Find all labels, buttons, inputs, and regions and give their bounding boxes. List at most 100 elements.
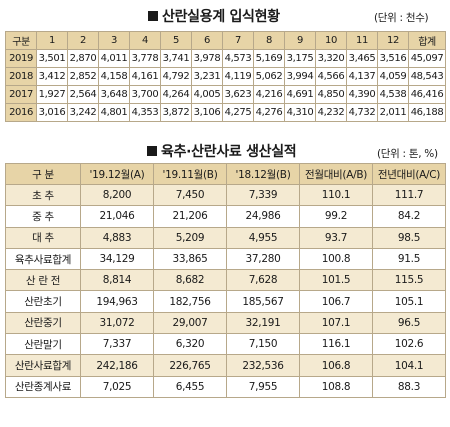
table-row: 2016 3,016 3,242 4,801 4,353 3,872 3,106 4,275 4… xyxy=(5,103,446,122)
table-cell: 7,339 xyxy=(226,183,300,207)
table-cell: 4,955 xyxy=(226,226,300,249)
column-header: '19.11월(B) xyxy=(153,163,227,185)
section2-title: 육추·산란사료 생산실적 xyxy=(147,141,297,161)
table-cell: 4,158 xyxy=(98,67,130,86)
table-row: 2018 3,412 2,852 4,158 4,161 4,792 3,231 4,119 5… xyxy=(5,67,446,86)
table-cell: 101.5 xyxy=(299,269,373,292)
table-row: 2019 3,501 2,870 4,011 3,778 3,741 3,978 4,573 5… xyxy=(5,49,446,68)
row-label-cell: 산란중기 xyxy=(5,311,81,335)
table-cell: 4,216 xyxy=(253,85,285,104)
table-row: 산란말기 7,337 6,320 7,150 116.1 102.6 xyxy=(5,333,446,356)
table-cell: 1,927 xyxy=(36,85,68,104)
table-cell: 3,320 xyxy=(315,49,347,68)
table-row: 2017 1,927 2,564 3,648 3,700 4,264 4,005 3,623 4… xyxy=(5,85,446,104)
section2-unit: (단위 : 톤, %) xyxy=(377,148,438,160)
table-row: 산 란 전 8,814 8,682 7,628 101.5 115.5 xyxy=(5,269,446,292)
table-row: 중 추 21,046 21,206 24,986 99.2 84.2 xyxy=(5,205,446,228)
table-cell: 98.5 xyxy=(372,226,446,249)
table-cell: 4,850 xyxy=(315,85,347,104)
table-cell: 88.3 xyxy=(372,375,446,398)
table-cell: 45,097 xyxy=(408,49,446,68)
row-label-cell: 중 추 xyxy=(5,205,81,228)
column-header: 구분 xyxy=(5,31,37,50)
table-cell: 4,011 xyxy=(98,49,130,68)
table-cell: 100.8 xyxy=(299,247,373,271)
table-cell: 4,390 xyxy=(346,85,378,104)
table-cell: 4,691 xyxy=(284,85,316,104)
table-cell: 185,567 xyxy=(226,290,300,313)
table-row: 산란중기 31,072 29,007 32,191 107.1 96.5 xyxy=(5,311,446,335)
table-cell: 4,059 xyxy=(377,67,409,86)
table-cell: 3,516 xyxy=(377,49,409,68)
table-cell: 3,242 xyxy=(67,103,99,122)
table-cell: 2,564 xyxy=(67,85,99,104)
table-cell: 4,353 xyxy=(129,103,161,122)
table-cell: 194,963 xyxy=(80,290,154,313)
table-cell: 4,310 xyxy=(284,103,316,122)
table-cell: 7,628 xyxy=(226,269,300,292)
table-cell: 32,191 xyxy=(226,311,300,335)
feed-production-table: 구 분 '19.12월(A) '19.11월(B) '18.12월(B) 전월대비(A/… xyxy=(5,163,446,398)
table-cell: 232,536 xyxy=(226,354,300,377)
table-cell: 4,801 xyxy=(98,103,130,122)
table-cell: 3,231 xyxy=(191,67,223,86)
column-header: '19.12월(A) xyxy=(80,163,154,185)
table-cell: 4,232 xyxy=(315,103,347,122)
column-header: 9 xyxy=(284,31,316,50)
column-header: 전월대비(A/B) xyxy=(299,163,373,185)
table-cell: 4,883 xyxy=(80,226,154,249)
table-cell: 34,129 xyxy=(80,247,154,271)
column-header: 1 xyxy=(36,31,68,50)
column-header: 구 분 xyxy=(5,163,81,185)
section1-title: 산란실용계 입식현황 xyxy=(148,6,280,26)
table-cell: 24,986 xyxy=(226,205,300,228)
column-header: 6 xyxy=(191,31,223,50)
row-label-cell: 2017 xyxy=(5,85,37,104)
table-cell: 46,416 xyxy=(408,85,446,104)
square-bullet-icon xyxy=(147,146,157,156)
column-header: 4 xyxy=(129,31,161,50)
table-cell: 3,016 xyxy=(36,103,68,122)
table-cell: 4,005 xyxy=(191,85,223,104)
row-label-cell: 산 란 전 xyxy=(5,269,81,292)
table-cell: 99.2 xyxy=(299,205,373,228)
table-cell: 48,543 xyxy=(408,67,446,86)
row-label-cell: 초 추 xyxy=(5,183,81,207)
column-header: 합계 xyxy=(408,31,446,50)
row-label-cell: 산란사료합계 xyxy=(5,354,81,377)
chick-placement-table: 구분 1 2 3 4 5 6 7 8 9 10 11 12 합계 2019 3,501 2,870 4,011 3… xyxy=(5,31,446,122)
table-cell: 29,007 xyxy=(153,311,227,335)
table-cell: 3,623 xyxy=(222,85,254,104)
table-cell: 7,955 xyxy=(226,375,300,398)
table-cell: 8,682 xyxy=(153,269,227,292)
table-cell: 4,137 xyxy=(346,67,378,86)
table-cell: 21,046 xyxy=(80,205,154,228)
section2-title-text: 육추·산란사료 생산실적 xyxy=(161,144,297,160)
column-header: 12 xyxy=(377,31,409,50)
table-cell: 104.1 xyxy=(372,354,446,377)
table-cell: 3,465 xyxy=(346,49,378,68)
column-header: 8 xyxy=(253,31,285,50)
table-cell: 111.7 xyxy=(372,183,446,207)
table-cell: 46,188 xyxy=(408,103,446,122)
table-cell: 3,175 xyxy=(284,49,316,68)
table-cell: 102.6 xyxy=(372,333,446,356)
row-label-cell: 2019 xyxy=(5,49,37,68)
row-label-cell: 산란종계사료 xyxy=(5,375,81,398)
table-cell: 3,741 xyxy=(160,49,192,68)
table-cell: 3,412 xyxy=(36,67,68,86)
table-cell: 7,150 xyxy=(226,333,300,356)
table-cell: 33,865 xyxy=(153,247,227,271)
table-cell: 96.5 xyxy=(372,311,446,335)
table-cell: 106.8 xyxy=(299,354,373,377)
table-row: 초 추 8,200 7,450 7,339 110.1 111.7 xyxy=(5,183,446,207)
table-row: 대 추 4,883 5,209 4,955 93.7 98.5 xyxy=(5,226,446,249)
table-cell: 3,648 xyxy=(98,85,130,104)
row-label-cell: 산란초기 xyxy=(5,290,81,313)
square-bullet-icon xyxy=(148,11,158,21)
section1-title-text: 산란실용계 입식현황 xyxy=(162,9,280,25)
table-cell: 4,276 xyxy=(253,103,285,122)
table-cell: 4,566 xyxy=(315,67,347,86)
column-header: 3 xyxy=(98,31,130,50)
column-header: 10 xyxy=(315,31,347,50)
